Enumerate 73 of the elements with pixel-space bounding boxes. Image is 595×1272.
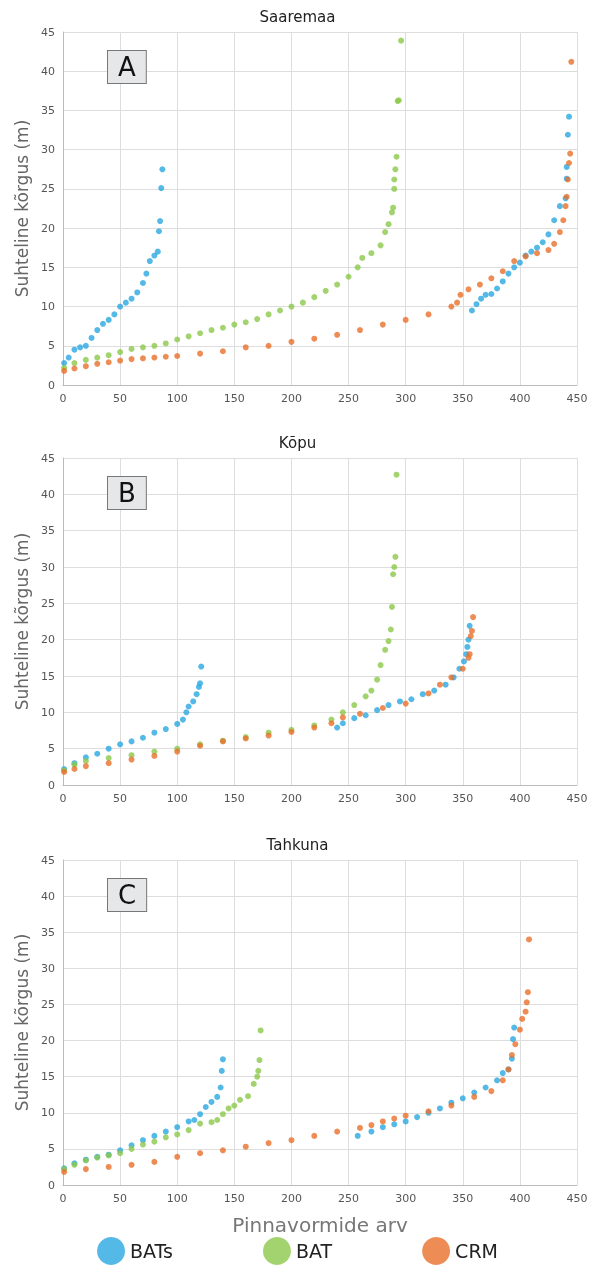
y-tick-label: 25 (41, 997, 55, 1011)
y-tick-label: 15 (41, 1070, 55, 1084)
x-tick-label: 0 (59, 792, 67, 805)
x-tick-label: 150 (223, 1192, 245, 1205)
x-tick-label: 150 (223, 792, 245, 805)
x-tick-label: 200 (280, 1192, 302, 1205)
x-tick-label: 50 (113, 392, 128, 405)
x-tick-label: 100 (166, 392, 188, 405)
x-tick-label: 300 (395, 392, 417, 405)
y-tick-label: 45 (41, 25, 55, 39)
annotation: A (118, 52, 136, 82)
x-tick-label: 350 (452, 392, 474, 405)
chart-title: Tahkuna (265, 835, 329, 854)
y-tick-label: 35 (41, 524, 55, 538)
y-tick-label: 5 (48, 1142, 55, 1156)
y-axis-title: Suhteline kõrgus (m) (11, 119, 32, 298)
y-tick-label: 20 (41, 633, 55, 647)
x-tick-label: 300 (395, 792, 417, 805)
y-tick-label: 15 (41, 669, 55, 683)
x-tick-label: 150 (223, 392, 245, 405)
annotation: B (118, 478, 136, 508)
y-tick-label: 30 (41, 560, 55, 574)
y-tick-label: 5 (48, 742, 55, 756)
x-tick-label: 50 (113, 1192, 128, 1205)
x-tick-label: 400 (509, 792, 531, 805)
y-tick-label: 0 (48, 778, 55, 792)
y-tick-label: 10 (41, 705, 55, 719)
x-tick-label: 350 (452, 1192, 474, 1205)
x-tick-label: 450 (566, 1192, 588, 1205)
x-tick-label: 200 (280, 792, 302, 805)
x-tick-label: 250 (338, 1192, 360, 1205)
y-tick-label: 40 (41, 64, 55, 78)
y-tick-label: 35 (41, 925, 55, 939)
legend-label: CRM (455, 1240, 498, 1262)
legend-label: BAT (295, 1240, 333, 1262)
x-tick-label: 0 (59, 392, 67, 405)
x-tick-label: 250 (338, 792, 360, 805)
y-tick-label: 45 (41, 853, 55, 867)
annotation: C (118, 880, 137, 910)
y-tick-label: 20 (41, 221, 55, 235)
y-tick-label: 35 (41, 103, 55, 117)
x-tick-label: 450 (566, 792, 588, 805)
x-tick-label: 0 (59, 1192, 67, 1205)
y-axis-title: Suhteline kõrgus (m) (11, 532, 32, 711)
y-tick-label: 45 (41, 451, 55, 465)
chart-title: Saaremaa (259, 7, 336, 26)
y-tick-label: 40 (41, 487, 55, 501)
y-tick-label: 25 (41, 596, 55, 610)
x-tick-label: 100 (166, 792, 188, 805)
x-tick-label: 200 (280, 392, 302, 405)
y-tick-label: 40 (41, 889, 55, 903)
legend-label: BATs (130, 1240, 173, 1262)
y-tick-label: 30 (41, 961, 55, 975)
y-tick-label: 5 (48, 339, 55, 353)
y-tick-label: 30 (41, 143, 55, 157)
x-tick-label: 250 (338, 392, 360, 405)
y-tick-label: 0 (48, 1178, 55, 1192)
y-tick-label: 10 (41, 1106, 55, 1120)
x-tick-label: 50 (113, 792, 128, 805)
x-tick-label: 100 (166, 1192, 188, 1205)
x-tick-label: 400 (509, 392, 531, 405)
y-tick-label: 15 (41, 260, 55, 274)
x-tick-label: 350 (452, 792, 474, 805)
x-tick-label: 450 (566, 392, 588, 405)
chart-title: Kõpu (278, 433, 317, 452)
x-axis-title: Pinnavormide arv (232, 1213, 408, 1237)
y-tick-label: 10 (41, 300, 55, 314)
y-axis-title: Suhteline kõrgus (m) (11, 933, 32, 1112)
y-tick-label: 20 (41, 1034, 55, 1048)
x-tick-label: 300 (395, 1192, 417, 1205)
y-tick-label: 25 (41, 182, 55, 196)
x-tick-label: 400 (509, 1192, 531, 1205)
y-tick-label: 0 (48, 378, 55, 392)
